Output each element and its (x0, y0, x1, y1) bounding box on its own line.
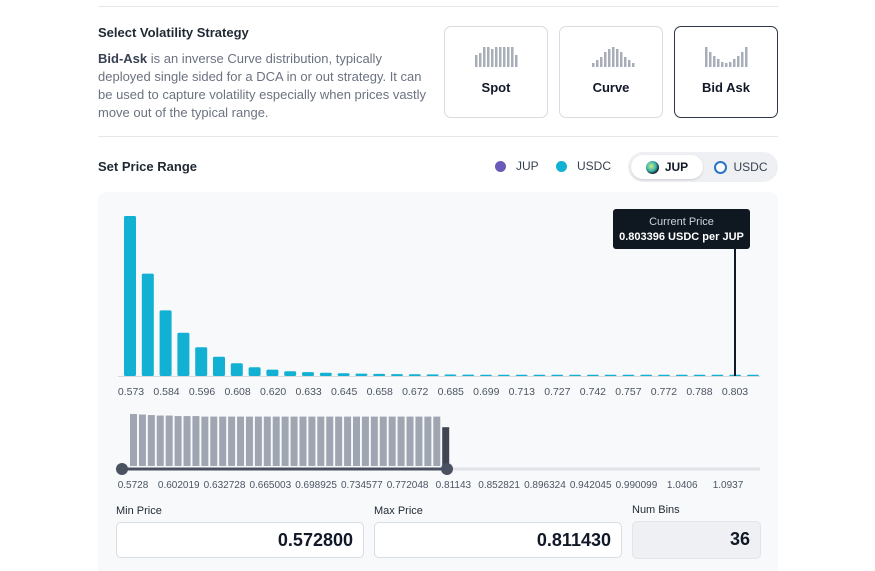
range-slider-min-handle[interactable] (116, 463, 128, 475)
range-slider-max-handle[interactable] (441, 463, 453, 475)
min-price-label: Min Price (116, 505, 162, 517)
strategy-curve-button[interactable]: Curve (559, 26, 663, 118)
num-bins-input[interactable]: 36 (632, 521, 761, 559)
usdc-token-icon (714, 160, 728, 174)
legend-jup: JUP (495, 159, 539, 173)
toggle-usdc-button[interactable]: USDC (707, 155, 775, 179)
strategy-spot-label: Spot (481, 80, 511, 95)
max-price-input[interactable]: 0.811430 (374, 522, 622, 558)
num-bins-label: Num Bins (632, 504, 680, 516)
spot-distribution-icon (475, 47, 518, 67)
price-range-title: Set Price Range (98, 159, 197, 174)
curve-distribution-icon (592, 47, 635, 67)
chart-panel (98, 192, 778, 571)
legend-usdc-label: USDC (577, 159, 612, 173)
legend-usdc-dot (556, 160, 567, 172)
jup-token-icon (645, 160, 659, 174)
toggle-usdc-label: USDC (733, 160, 768, 174)
strategy-spot-button[interactable]: Spot (444, 26, 548, 118)
top-divider (98, 6, 778, 7)
max-price-label: Max Price (374, 505, 423, 517)
bidask-distribution-icon (705, 47, 748, 67)
strategy-curve-label: Curve (592, 80, 630, 95)
legend-jup-label: JUP (516, 159, 539, 173)
min-price-input[interactable]: 0.572800 (116, 522, 364, 558)
section-divider (98, 136, 778, 137)
toggle-jup-label: JUP (664, 160, 689, 174)
token-toggle: JUP USDC (628, 152, 778, 182)
legend-usdc: USDC (556, 159, 611, 173)
strategy-bidask-label: Bid Ask (702, 80, 750, 95)
strategy-title: Select Volatility Strategy (98, 25, 249, 40)
strategy-description: Bid-Ask is an inverse Curve distribution… (98, 50, 438, 122)
strategy-bidask-button[interactable]: Bid Ask (674, 26, 778, 118)
strategy-desc-bold: Bid-Ask (98, 51, 148, 66)
toggle-jup-button[interactable]: JUP (631, 155, 703, 179)
strategy-desc-text: is an inverse Curve distribution, typica… (98, 51, 427, 120)
legend-jup-dot (495, 160, 506, 172)
